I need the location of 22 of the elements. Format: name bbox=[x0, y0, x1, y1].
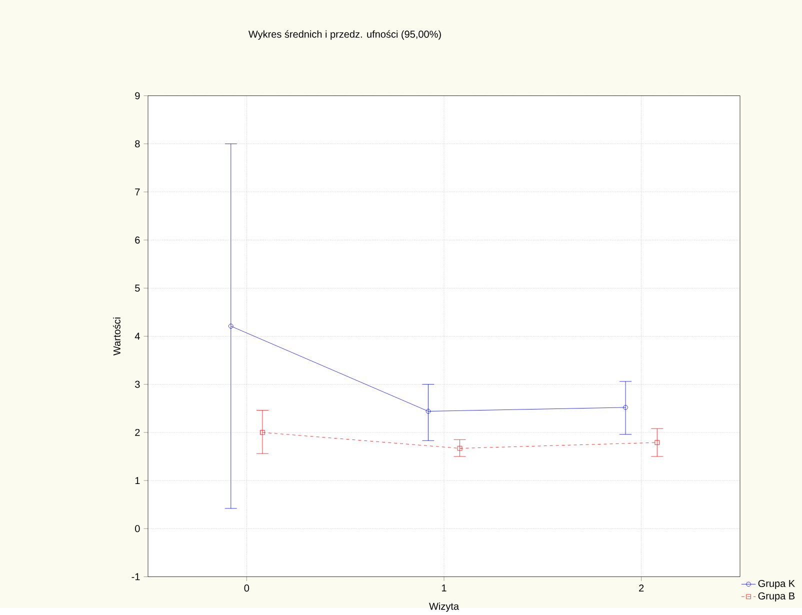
y-axis-title: Wartości bbox=[112, 318, 120, 356]
y-tick-label: 1 bbox=[135, 477, 140, 484]
x-tick-label: 1 bbox=[442, 584, 446, 592]
y-tick-label: 3 bbox=[135, 380, 140, 388]
y-tick-label: 7 bbox=[135, 188, 140, 196]
y-tick-label: 9 bbox=[135, 92, 140, 100]
y-tick-label: 6 bbox=[135, 236, 140, 244]
y-tick-label: 2 bbox=[135, 428, 140, 436]
x-tick-label: 0 bbox=[244, 584, 250, 592]
point bbox=[457, 446, 462, 451]
x-tick-label: 2 bbox=[639, 584, 644, 592]
legend-label: Grupa B bbox=[758, 592, 795, 602]
y-tick-label: 0 bbox=[135, 525, 140, 532]
x-axis-title: Wizyta bbox=[429, 602, 460, 612]
legend-label: Grupa K bbox=[758, 580, 795, 589]
chart-title: Wykres średnich i przedz. ufności (95,00%) bbox=[248, 30, 441, 40]
y-tick-label: 5 bbox=[135, 284, 140, 292]
y-tick-label: -1 bbox=[132, 573, 140, 580]
y-tick-label: 8 bbox=[135, 140, 140, 148]
y-tick-label: 4 bbox=[134, 332, 140, 340]
point bbox=[260, 430, 265, 435]
point bbox=[654, 440, 660, 445]
